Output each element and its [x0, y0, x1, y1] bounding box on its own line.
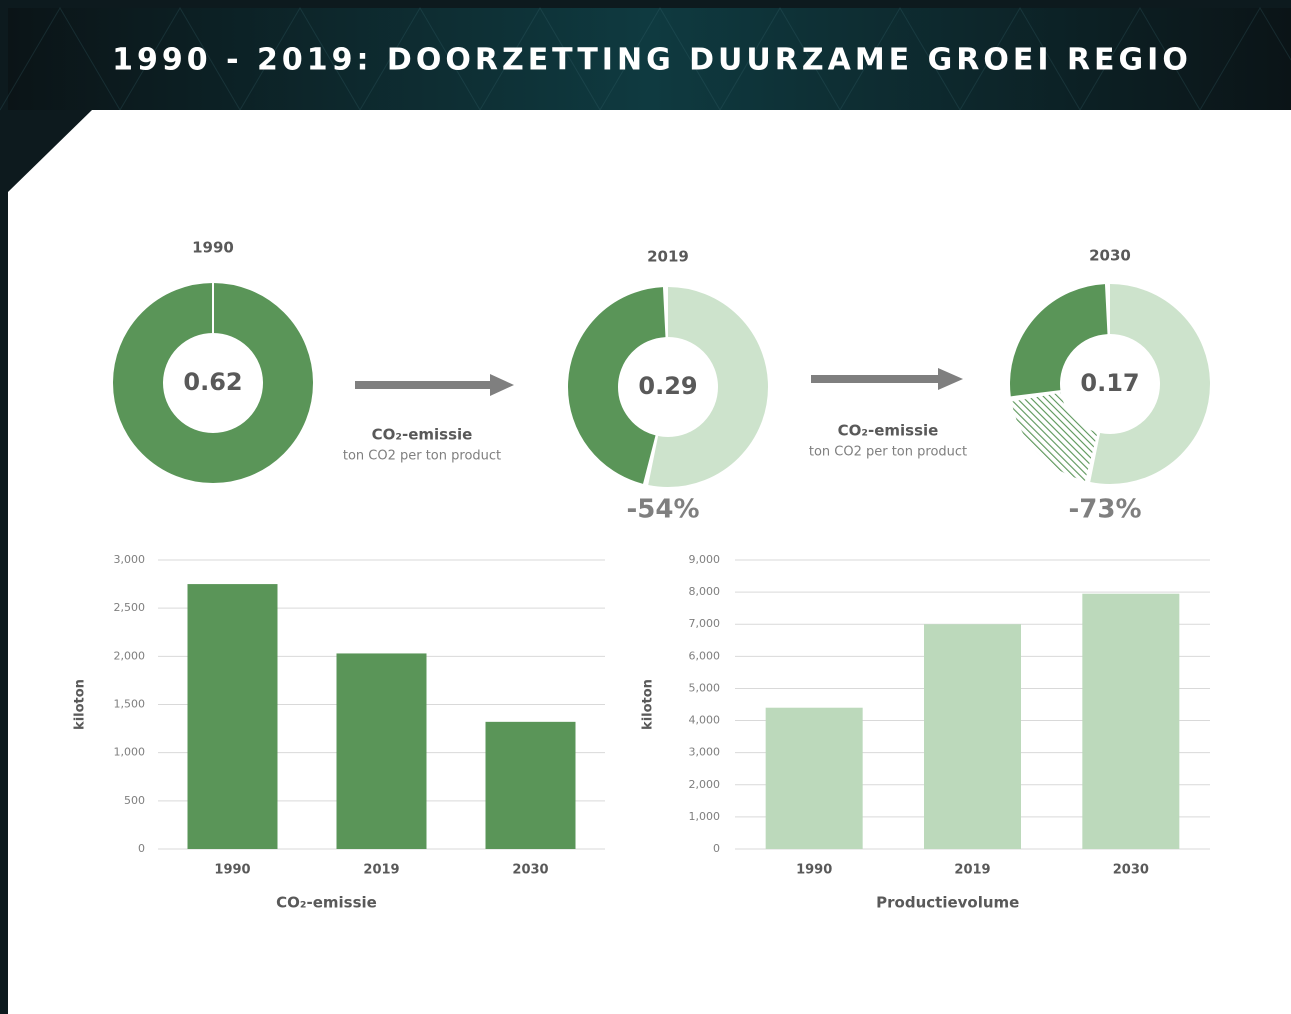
x-tick-label: 2030	[1113, 863, 1149, 878]
y-tick-label: 3,000	[114, 553, 146, 566]
x-tick-label: 1990	[796, 863, 832, 878]
y-tick-label: 1,000	[114, 746, 146, 759]
x-axis-label: CO₂-emissie	[276, 894, 377, 912]
y-tick-label: 1,500	[114, 698, 146, 711]
arrow	[355, 368, 963, 396]
y-tick-label: 5,000	[689, 681, 721, 694]
donut-center-label: 0.62	[183, 368, 242, 396]
bar	[336, 653, 427, 849]
page-title: 1990 - 2019: DOORZETTING DUURZAME GROEI …	[112, 43, 1192, 78]
x-tick-label: 1990	[214, 863, 250, 878]
y-tick-label: 7,000	[689, 617, 721, 630]
donut-title: 2030	[1089, 247, 1131, 265]
change-label: -73%	[1068, 495, 1141, 525]
bar	[924, 624, 1021, 849]
y-tick-label: 6,000	[689, 649, 721, 662]
y-tick-label: 9,000	[689, 553, 721, 566]
donut-segment	[1010, 284, 1210, 484]
donut-segment	[568, 287, 768, 487]
y-tick-label: 2,500	[114, 601, 146, 614]
y-tick-label: 0	[138, 842, 145, 855]
arrow-label: CO₂-emissie	[838, 422, 939, 440]
donut-center-label: 0.17	[1080, 369, 1139, 397]
bar	[765, 707, 863, 849]
y-tick-label: 2,000	[689, 778, 721, 791]
y-tick-label: 0	[713, 842, 720, 855]
donut-segment	[1010, 284, 1210, 484]
y-axis-label: kiloton	[73, 679, 88, 730]
arrow-label: CO₂-emissie	[372, 426, 473, 444]
arrow-sublabel: ton CO2 per ton product	[809, 445, 967, 460]
donut-title: 1990	[192, 239, 234, 257]
header-pattern	[0, 7, 1291, 111]
donut-center-label: 0.29	[638, 372, 697, 400]
bar	[1082, 593, 1180, 849]
y-tick-label: 3,000	[689, 746, 721, 759]
y-tick-label: 4,000	[689, 714, 721, 727]
x-tick-label: 2019	[954, 863, 990, 878]
change-label: -54%	[626, 495, 699, 525]
y-axis-label: kiloton	[641, 679, 656, 730]
bar	[187, 584, 278, 849]
x-axis-label: Productievolume	[876, 894, 1019, 912]
donut-segment	[568, 287, 768, 487]
y-tick-label: 8,000	[689, 585, 721, 598]
x-tick-label: 2030	[512, 863, 548, 878]
x-tick-label: 2019	[363, 863, 399, 878]
donut-title: 2019	[647, 248, 689, 266]
header	[8, 8, 1291, 110]
y-tick-label: 2,000	[114, 649, 146, 662]
y-tick-label: 1,000	[689, 810, 721, 823]
bar	[485, 721, 576, 849]
y-tick-label: 500	[124, 794, 145, 807]
arrow-sublabel: ton CO2 per ton product	[343, 449, 501, 464]
